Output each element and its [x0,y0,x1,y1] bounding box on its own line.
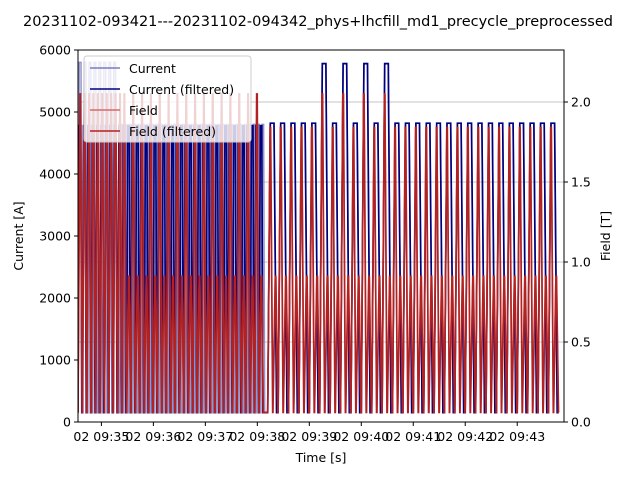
x-tick-label-7: 02 09:42 [437,429,493,444]
x-tick-label-6: 02 09:41 [385,429,441,444]
y-left-tick-label-3: 3000 [39,229,71,244]
legend-box [83,55,252,143]
y-right-tick-label-2: 1.0 [571,255,591,270]
x-tick-label-1: 02 09:36 [125,429,181,444]
y-left-tick-label-2: 2000 [39,291,71,306]
x-tick-label-3: 02 09:38 [229,429,285,444]
y-axis-right-label: Field [T] [598,211,613,261]
x-axis-label: Time [s] [295,450,347,465]
legend-label-field: Field [129,103,158,118]
y-left-tick-label-6: 6000 [39,43,71,58]
y-right-tick-label-0: 0.0 [571,415,591,430]
y-right-tick-label-3: 1.5 [571,175,591,190]
legend-label-field-filtered: Field (filtered) [129,124,216,139]
x-tick-label-2: 02 09:37 [177,429,233,444]
y-left-tick-label-4: 4000 [39,167,71,182]
y-left-tick-label-5: 5000 [39,105,71,120]
y-left-tick-label-1: 1000 [39,353,71,368]
x-tick-label-5: 02 09:40 [333,429,389,444]
chart-title: 20231102-093421---20231102-094342_phys+l… [23,14,613,30]
legend-label-current-filtered: Current (filtered) [129,82,234,97]
y-axis-left-label: Current [A] [11,201,26,270]
y-right-tick-label-4: 2.0 [571,95,591,110]
x-tick-label-4: 02 09:39 [281,429,337,444]
x-tick-label-8: 02 09:43 [489,429,545,444]
legend: Current Current (filtered) Field Field (… [83,55,252,143]
y-axis-left: 0 1000 2000 3000 4000 5000 6000 [39,43,78,430]
x-tick-label-0: 02 09:35 [73,429,129,444]
y-right-tick-label-1: 0.5 [571,335,591,350]
y-axis-right: 0.0 0.5 1.0 1.5 2.0 [564,95,591,430]
y-left-tick-label-0: 0 [63,415,71,430]
legend-label-current: Current [129,61,176,76]
